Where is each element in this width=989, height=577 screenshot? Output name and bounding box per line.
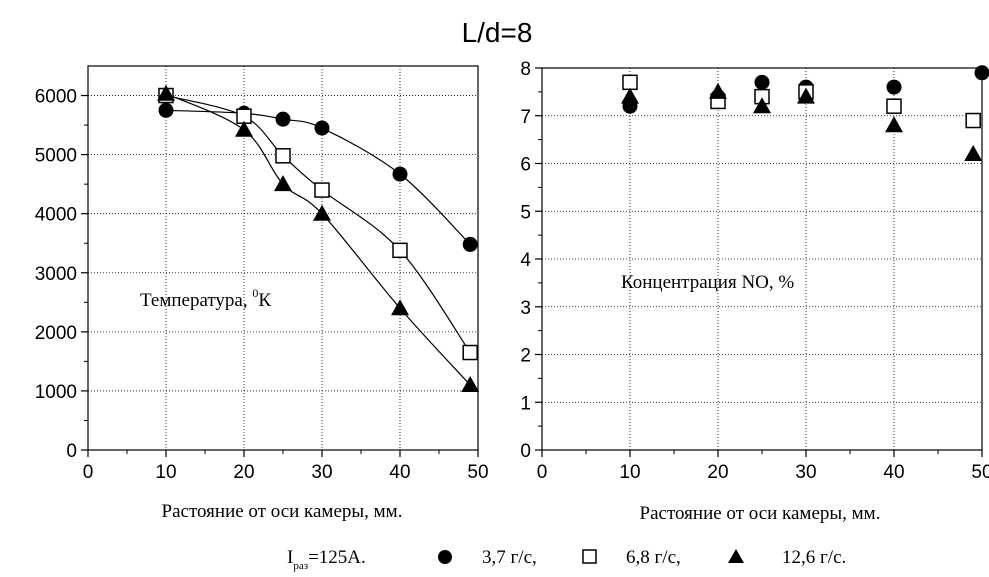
legend-label-2: 6,8 г/с, xyxy=(626,547,681,568)
no-concentration-y-tick-label-4: 4 xyxy=(520,250,531,271)
temperature-x-tick-label-40: 40 xyxy=(389,462,410,483)
no-concentration-y-tick-label-2: 2 xyxy=(520,346,531,367)
temperature-point-filled-circle-2 xyxy=(275,111,291,127)
legend-current: Iраз=125А. xyxy=(287,547,366,572)
temperature-point-open-square-3 xyxy=(314,182,330,198)
temperature-point-filled-triangle-3 xyxy=(313,204,331,221)
temperature-point-filled-triangle-0 xyxy=(157,84,175,101)
legend-label-3: 12,6 г/с. xyxy=(782,547,846,568)
temperature-x-tick-label-10: 10 xyxy=(155,462,176,483)
no-concentration-point-filled-triangle-3 xyxy=(797,87,815,104)
temperature-curve-filled-triangle xyxy=(165,93,471,386)
no-concentration-point-open-square-4 xyxy=(886,98,902,114)
temperature-y-tick-label-5000: 5000 xyxy=(35,146,77,167)
temperature-point-filled-triangle-5 xyxy=(461,376,480,393)
temperature-point-open-square-4 xyxy=(392,242,408,259)
temperature-y-tick-label-0: 0 xyxy=(66,441,77,462)
temperature-y-tick-label-1000: 1000 xyxy=(35,382,77,403)
temperature-y-tick-label-4000: 4000 xyxy=(35,205,77,226)
no-concentration-y-tick-label-3: 3 xyxy=(520,298,531,319)
temperature-point-filled-circle-5 xyxy=(462,236,478,252)
temperature-annotation: Температура, 0К xyxy=(140,286,271,311)
no-concentration-point-filled-triangle-0 xyxy=(621,87,639,104)
temperature-curve-open-square xyxy=(165,94,471,353)
legend-marker-filled-circle xyxy=(438,550,452,564)
no-concentration-x-tick-label-0: 0 xyxy=(537,462,548,483)
temperature-point-filled-triangle-4 xyxy=(391,299,409,316)
temperature-point-filled-circle-3 xyxy=(314,120,330,136)
left-x-axis-label: Растояние от оси камеры, мм. xyxy=(162,501,403,522)
no-concentration-x-tick-label-10: 10 xyxy=(619,462,640,483)
figure-title: L/d=8 xyxy=(462,17,533,48)
temperature-chart: 0 10 20 30 40 50 0 1000 2000 3000 4000 5000 6000 xyxy=(35,65,489,483)
temperature-y-tick-label-6000: 6000 xyxy=(35,87,77,108)
no-concentration-y-tick-label-7: 7 xyxy=(520,107,531,128)
right-x-axis-label: Растояние от оси камеры, мм. xyxy=(640,503,881,524)
no-concentration-point-filled-circle-4 xyxy=(886,79,902,95)
no-concentration-y-tick-label-5: 5 xyxy=(520,202,531,223)
no-concentration-point-filled-circle-2 xyxy=(754,74,770,90)
no-concentration-y-tick-label-0: 0 xyxy=(520,441,531,462)
temperature-point-open-square-5 xyxy=(462,344,478,361)
temperature-point-filled-triangle-1 xyxy=(235,120,253,137)
temperature-x-tick-label-0: 0 xyxy=(83,462,94,483)
no-concentration-x-tick-label-20: 20 xyxy=(707,462,728,483)
no-concentration-y-tick-label-6: 6 xyxy=(520,155,531,176)
no-concentration-point-filled-triangle-1 xyxy=(709,82,727,99)
no-concentration-annotation: Концентрация NO, % xyxy=(621,272,794,293)
temperature-y-tick-label-2000: 2000 xyxy=(35,323,77,344)
no-concentration-point-open-square-0 xyxy=(622,74,638,91)
temperature-y-tick-label-3000: 3000 xyxy=(35,264,77,285)
no-concentration-x-tick-label-40: 40 xyxy=(883,462,904,483)
legend-marker-filled-triangle xyxy=(728,549,744,563)
no-concentration-chart: 0 10 20 30 40 50 0 1 2 3 4 5 6 7 8 xyxy=(520,59,989,483)
legend: Iраз=125А. 3,7 г/с, 6,8 г/с, 12,6 г/с. xyxy=(287,547,846,572)
no-concentration-point-filled-triangle-2 xyxy=(753,97,771,114)
temperature-point-open-square-2 xyxy=(275,148,291,164)
temperature-x-tick-label-30: 30 xyxy=(311,462,332,483)
temperature-point-filled-circle-0 xyxy=(158,102,174,118)
no-concentration-point-filled-circle-5 xyxy=(974,65,989,81)
temperature-x-tick-label-20: 20 xyxy=(233,462,254,483)
temperature-point-filled-circle-4 xyxy=(392,166,408,182)
legend-marker-open-square xyxy=(582,549,597,564)
no-concentration-x-tick-label-50: 50 xyxy=(971,462,989,483)
no-concentration-point-filled-triangle-4 xyxy=(885,116,903,133)
legend-label-1: 3,7 г/с, xyxy=(482,547,537,568)
no-concentration-y-tick-label-8: 8 xyxy=(520,59,531,80)
no-concentration-point-filled-triangle-5 xyxy=(964,144,983,161)
no-concentration-y-tick-label-1: 1 xyxy=(520,393,531,414)
temperature-point-filled-triangle-2 xyxy=(274,175,292,192)
no-concentration-point-open-square-5 xyxy=(965,112,981,129)
temperature-x-tick-label-50: 50 xyxy=(467,462,488,483)
no-concentration-x-tick-label-30: 30 xyxy=(795,462,816,483)
